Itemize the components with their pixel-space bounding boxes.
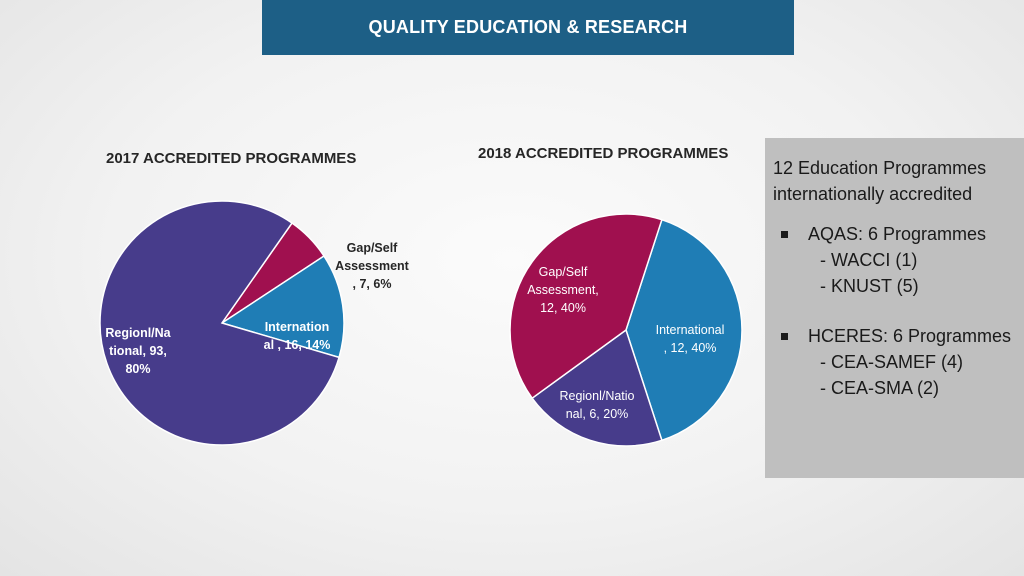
aqas-label: AQAS: 6 Programmes xyxy=(808,224,987,244)
panel-heading: 12 Education Programmes internationally … xyxy=(773,158,987,204)
title-banner: QUALITY EDUCATION & RESEARCH xyxy=(262,0,794,55)
hceres-item-samef: - CEA-SAMEF (4) xyxy=(820,352,964,372)
pie2018-label-international: International, 12, 40% xyxy=(656,323,725,355)
pie2018-slice-regionl-national xyxy=(531,328,663,447)
pie2017-label-gap-self-assessment: Gap/Self Assessment, 7, 6% xyxy=(335,241,409,291)
chart-title-2018: 2018 ACCREDITED PROGRAMMES xyxy=(478,145,729,162)
aqas-item-wacci: - WACCI (1) xyxy=(820,250,918,270)
aqas-group: AQAS: 6 Programmes - WACCI (1) - KNUST (… xyxy=(773,221,1024,299)
pie2018-slice-gap-self-assessment xyxy=(509,213,663,400)
hceres-label: HCERES: 6 Programmes xyxy=(808,326,1012,346)
pie2017-slice-international xyxy=(220,255,345,359)
pie2018-label-gap-self-assessment: Gap/Self Assessment, 12, 40% xyxy=(527,265,599,315)
pie2017-slice-regionl-national xyxy=(99,200,340,446)
hceres-group: HCERES: 6 Programmes - CEA-SAMEF (4) - C… xyxy=(773,323,1024,401)
aqas-item-knust: - KNUST (5) xyxy=(820,276,919,296)
chart-title-2017: 2017 ACCREDITED PROGRAMMES xyxy=(106,150,357,167)
square-bullet-icon xyxy=(781,332,788,340)
pie2018-label-regionl-national: Regionl/Natio nal, 6, 20% xyxy=(559,389,634,421)
page-title: QUALITY EDUCATION & RESEARCH xyxy=(368,17,688,37)
pie2017-label-international: Internation al , 16, 14% xyxy=(264,320,331,352)
pie2018-slice-international xyxy=(625,218,743,442)
hceres-bullet: HCERES: 6 Programmes xyxy=(773,323,1024,349)
square-bullet-icon xyxy=(781,230,788,238)
pie2017-label-regionl-national: Regionl/Na tional, 93, 80% xyxy=(105,326,171,376)
aqas-bullet: AQAS: 6 Programmes xyxy=(773,221,1024,247)
summary-panel: 12 Education Programmes internationally … xyxy=(765,138,1024,478)
hceres-item-sma: - CEA-SMA (2) xyxy=(820,378,940,398)
